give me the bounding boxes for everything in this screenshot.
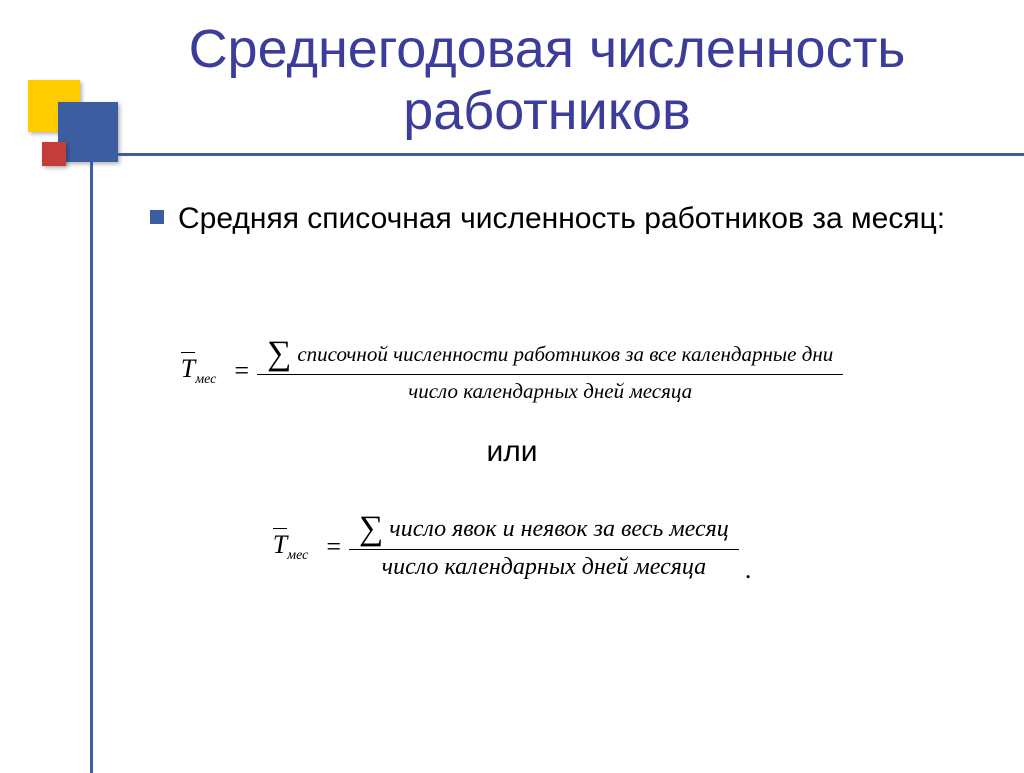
square-red [42,142,66,166]
formula-1-subscript: мес [195,372,216,387]
formula-1-numerator-text: списочной численности работников за все … [297,342,833,367]
formula-2-numerator-text: число явок и неявок за весь месяц [389,516,729,543]
bullet-text: Средняя списочная численность работников… [178,200,945,238]
period: . [745,555,752,585]
formula-1: Tмес = ∑ списочной численности работнико… [0,335,1024,408]
bullet-item: Средняя списочная численность работников… [150,200,984,238]
divider-horizontal [90,153,1024,156]
formula-2-subscript: мес [287,548,308,563]
formula-2: Tмес = ∑ число явок и неявок за весь мес… [0,510,1024,585]
formula-2-fraction: ∑ число явок и неявок за весь месяц числ… [349,510,739,585]
formula-1-symbol: T [181,352,195,383]
formula-2-lhs: Tмес [273,530,309,564]
equals-sign: = [326,532,341,562]
sigma-icon: ∑ [359,514,383,545]
equals-sign: = [234,356,249,386]
slide-title: Среднегодовая численность работников [90,18,1004,142]
formula-2-numerator: ∑ число явок и неявок за весь месяц [349,510,739,550]
formula-2-symbol: T [273,528,287,559]
or-label: или [0,435,1024,469]
sigma-icon: ∑ [267,339,291,370]
formula-1-numerator: ∑ списочной численности работников за вс… [257,335,843,375]
formula-1-lhs: Tмес [181,354,217,388]
formula-2-denominator: число календарных дней месяца [372,550,717,585]
formula-1-fraction: ∑ списочной численности работников за вс… [257,335,843,408]
formula-1-denominator: число календарных дней месяца [398,375,702,408]
bullet-marker [150,210,164,224]
